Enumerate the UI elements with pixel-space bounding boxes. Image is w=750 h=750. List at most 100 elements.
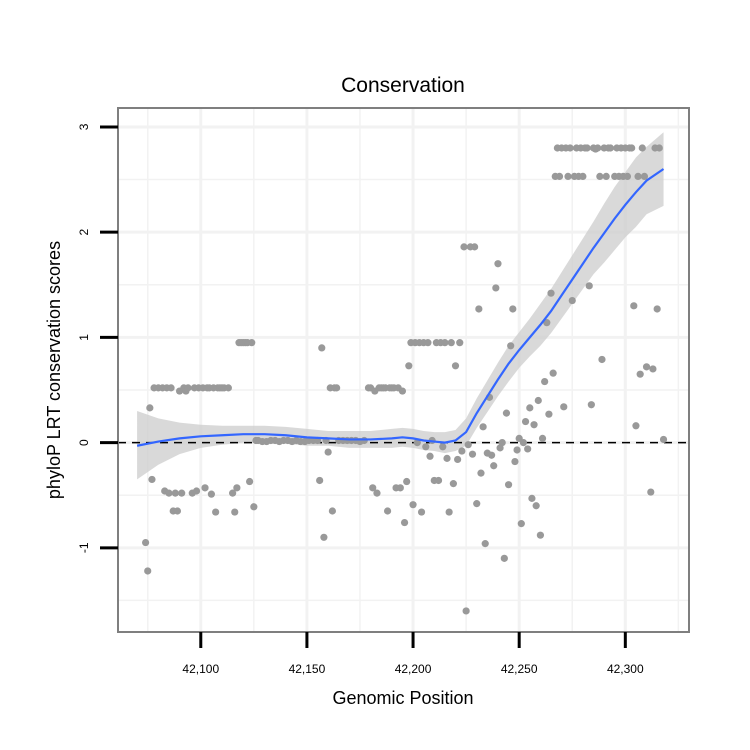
data-point	[596, 172, 604, 180]
data-point	[473, 500, 481, 508]
x-axis-title: Genomic Position	[332, 688, 473, 708]
data-point	[526, 404, 534, 412]
data-point	[636, 370, 644, 378]
data-point	[519, 439, 528, 447]
data-point	[583, 144, 591, 152]
data-point	[513, 446, 521, 454]
data-point	[144, 567, 152, 575]
data-point	[475, 305, 483, 313]
data-point	[524, 445, 532, 453]
data-point	[141, 538, 150, 547]
x-tick-label: 42,150	[289, 662, 326, 676]
data-point	[456, 339, 464, 347]
data-points	[141, 144, 668, 615]
data-point	[316, 476, 324, 485]
x-tick-label: 42,250	[501, 662, 538, 676]
data-point	[173, 507, 182, 515]
data-point	[471, 243, 479, 251]
data-point	[498, 439, 506, 447]
data-point	[246, 477, 254, 486]
data-point	[511, 457, 519, 466]
data-point	[184, 384, 192, 392]
x-tick-label: 42,100	[182, 662, 219, 676]
data-point	[538, 434, 547, 442]
data-point	[547, 289, 555, 297]
data-point	[369, 484, 377, 492]
data-point	[441, 339, 449, 347]
data-point	[324, 448, 332, 456]
data-point	[250, 503, 258, 511]
data-point	[328, 507, 336, 515]
data-point	[318, 344, 326, 352]
data-point	[171, 489, 179, 497]
data-point	[543, 319, 551, 327]
data-point	[333, 384, 341, 392]
x-axis: 42,100 42,150 42,200 42,250 42,300	[182, 632, 644, 676]
data-point	[454, 455, 462, 464]
data-point	[148, 475, 156, 484]
y-axis-title: phyloP LRT conservation scores	[44, 241, 64, 499]
data-point	[653, 305, 661, 313]
data-point	[492, 284, 500, 292]
data-point	[566, 144, 574, 152]
data-point	[521, 417, 530, 426]
data-point	[477, 469, 485, 477]
data-point	[598, 355, 606, 364]
confidence-band	[137, 132, 664, 480]
data-point	[659, 435, 668, 444]
x-tick-label: 42,300	[607, 662, 644, 676]
data-point	[640, 172, 649, 180]
data-point	[534, 396, 542, 405]
y-tick-label: -1	[77, 542, 91, 553]
data-point	[422, 443, 430, 451]
data-point	[426, 452, 434, 460]
data-point	[468, 450, 477, 458]
data-point	[647, 488, 655, 496]
y-axis: -1 0 1 2 3	[77, 123, 118, 553]
data-point	[229, 489, 237, 497]
data-point	[564, 172, 572, 180]
data-point	[178, 489, 186, 497]
data-point	[594, 144, 602, 152]
data-point	[424, 339, 432, 347]
data-point	[500, 554, 508, 562]
data-point	[396, 484, 404, 492]
data-point	[462, 607, 470, 615]
data-point	[224, 384, 232, 392]
data-point	[383, 507, 392, 515]
data-point	[606, 144, 615, 152]
data-point	[517, 520, 525, 528]
data-point	[479, 423, 487, 431]
data-point	[458, 447, 466, 455]
data-point	[449, 480, 457, 488]
data-point	[447, 339, 455, 347]
data-point	[417, 508, 426, 516]
data-point	[602, 172, 610, 180]
data-point	[560, 403, 568, 411]
data-point	[532, 502, 540, 510]
data-point	[409, 501, 417, 509]
data-point	[400, 518, 409, 527]
data-point	[587, 401, 595, 409]
data-point	[649, 365, 657, 373]
data-point	[545, 410, 553, 418]
y-tick-label: 3	[77, 123, 91, 130]
panel-border	[117, 107, 690, 633]
data-point	[536, 531, 545, 539]
data-point	[568, 296, 576, 305]
grid	[118, 108, 689, 632]
data-point	[405, 362, 413, 370]
y-tick-label: 1	[77, 334, 91, 341]
data-point	[634, 172, 642, 180]
data-point	[579, 172, 587, 180]
data-point	[494, 260, 502, 268]
data-point	[231, 508, 239, 516]
data-point	[481, 540, 489, 548]
data-point	[490, 462, 498, 470]
smooth-line	[136, 168, 665, 447]
chart-title: Conservation	[341, 74, 465, 97]
data-point	[502, 409, 511, 417]
data-point	[445, 508, 453, 516]
data-point	[398, 387, 407, 395]
